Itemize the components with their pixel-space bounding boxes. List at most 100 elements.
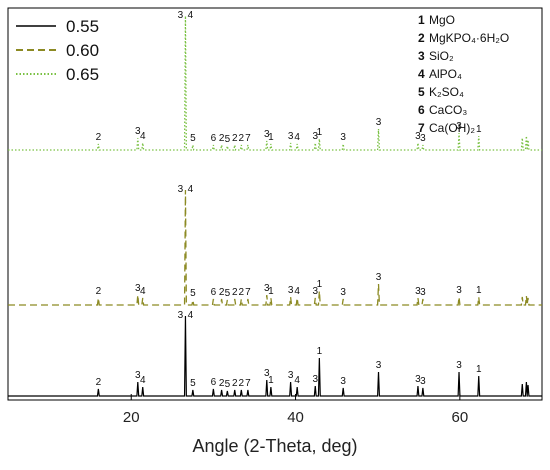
peak-label: 3 (288, 370, 294, 381)
peak-label: 4 (294, 286, 300, 297)
phase-name: Ca(OH)₂ (429, 121, 475, 135)
peak-label: 1 (268, 132, 274, 143)
phase-number: 5 (418, 85, 425, 99)
peak-label: 2 (96, 377, 102, 388)
peak-label: 3 (312, 374, 318, 385)
x-tick-label: 60 (452, 409, 469, 426)
peak-label: 3 (178, 184, 184, 195)
peak-label: 6 (211, 287, 217, 298)
peak-label: 1 (476, 124, 482, 135)
peak-label: 4 (188, 184, 194, 195)
series-layer (8, 15, 542, 397)
series-line-0.65 (8, 15, 542, 151)
peak-label: 2 (219, 378, 225, 389)
peak-label: 2 (219, 133, 225, 144)
x-tick-label: 20 (123, 409, 140, 426)
peak-label: 3 (288, 285, 294, 296)
series-legend: 0.55 0.60 0.65 (16, 17, 99, 84)
peak-label: 3 (264, 129, 270, 140)
series-line-0.55 (8, 315, 542, 397)
phase-name: AlPO₄ (429, 67, 462, 81)
peak-label: 3 (178, 10, 184, 21)
peak-label: 3 (312, 131, 318, 142)
peak-label: 3 (264, 368, 270, 379)
legend-label: 0.65 (66, 65, 99, 84)
legend-label: 0.60 (66, 41, 99, 60)
peak-label: 6 (211, 377, 217, 388)
peak-label: 2 (219, 287, 225, 298)
phase-name: K₂SO₄ (429, 85, 464, 99)
peak-label: 1 (268, 286, 274, 297)
peak-label: 3 (340, 287, 346, 298)
peak-label: 5 (225, 379, 231, 390)
phase-number: 3 (418, 49, 425, 63)
phase-legend: 1 MgO 2 MgKPO₄·6H₂O 3 SiO₂ 4 AlPO₄ 5 K₂SO₄ 6 CaCO₃ 7… (418, 13, 509, 135)
peak-label: 1 (317, 127, 323, 138)
peak-label: 3 (340, 132, 346, 143)
legend-label: 0.55 (66, 17, 99, 36)
phase-name: SiO₂ (429, 49, 454, 63)
plot-frame (7, 7, 543, 401)
peak-label: 3 (420, 376, 426, 387)
phase-name: CaCO₃ (429, 103, 467, 117)
peak-label: 2 (239, 287, 245, 298)
peak-label: 2 (239, 133, 245, 144)
peak-label: 3 (376, 117, 382, 128)
peak-label: 3 (420, 287, 426, 298)
peak-label: 3 (456, 360, 462, 371)
phase-number: 6 (418, 103, 425, 117)
peak-label: 3 (376, 360, 382, 371)
peak-label: 7 (245, 287, 251, 298)
peak-label: 3 (135, 126, 141, 137)
peak-label: 5 (190, 133, 196, 144)
peak-label: 5 (225, 134, 231, 145)
x-ticks: 20 40 60 (123, 394, 468, 426)
peak-label: 3 (288, 131, 294, 142)
peak-label: 7 (245, 378, 251, 389)
phase-number: 1 (418, 13, 425, 27)
peak-label: 2 (96, 132, 102, 143)
peak-label: 5 (190, 288, 196, 299)
peak-label: 3 (415, 131, 421, 142)
phase-number: 7 (418, 121, 425, 135)
peak-label: 3 (135, 370, 141, 381)
peak-label: 4 (294, 132, 300, 143)
x-tick-label: 40 (287, 409, 304, 426)
peak-label: 7 (245, 133, 251, 144)
peak-label: 3 (264, 283, 270, 294)
peak-label: 2 (232, 378, 238, 389)
peak-label: 4 (188, 10, 194, 21)
peak-label: 4 (140, 286, 146, 297)
peak-label: 1 (317, 346, 323, 357)
peak-label: 5 (190, 378, 196, 389)
peak-label: 2 (232, 287, 238, 298)
series-line-0.60 (8, 189, 542, 306)
peak-label: 6 (211, 133, 217, 144)
peak-label: 3 (420, 133, 426, 144)
peak-label: 2 (232, 133, 238, 144)
peak-label: 4 (140, 375, 146, 386)
peak-label: 3 (456, 121, 462, 132)
peak-label: 3 (312, 286, 318, 297)
peak-label: 3 (415, 374, 421, 385)
peak-label: 1 (476, 285, 482, 296)
x-axis-label: Angle (2-Theta, deg) (192, 436, 357, 456)
peak-label: 1 (476, 364, 482, 375)
peak-label: 1 (268, 375, 274, 386)
phase-name: MgKPO₄·6H₂O (429, 31, 509, 45)
peak-label: 3 (415, 286, 421, 297)
peak-label: 3 (178, 310, 184, 321)
peak-label: 4 (188, 310, 194, 321)
peak-label: 2 (96, 286, 102, 297)
phase-number: 4 (418, 67, 425, 81)
peak-label: 3 (456, 285, 462, 296)
phase-number: 2 (418, 31, 425, 45)
peak-label: 3 (340, 376, 346, 387)
peak-label: 3 (376, 272, 382, 283)
peak-label: 2 (239, 378, 245, 389)
peak-label: 5 (225, 288, 231, 299)
peak-label: 1 (317, 279, 323, 290)
peak-label: 4 (140, 131, 146, 142)
